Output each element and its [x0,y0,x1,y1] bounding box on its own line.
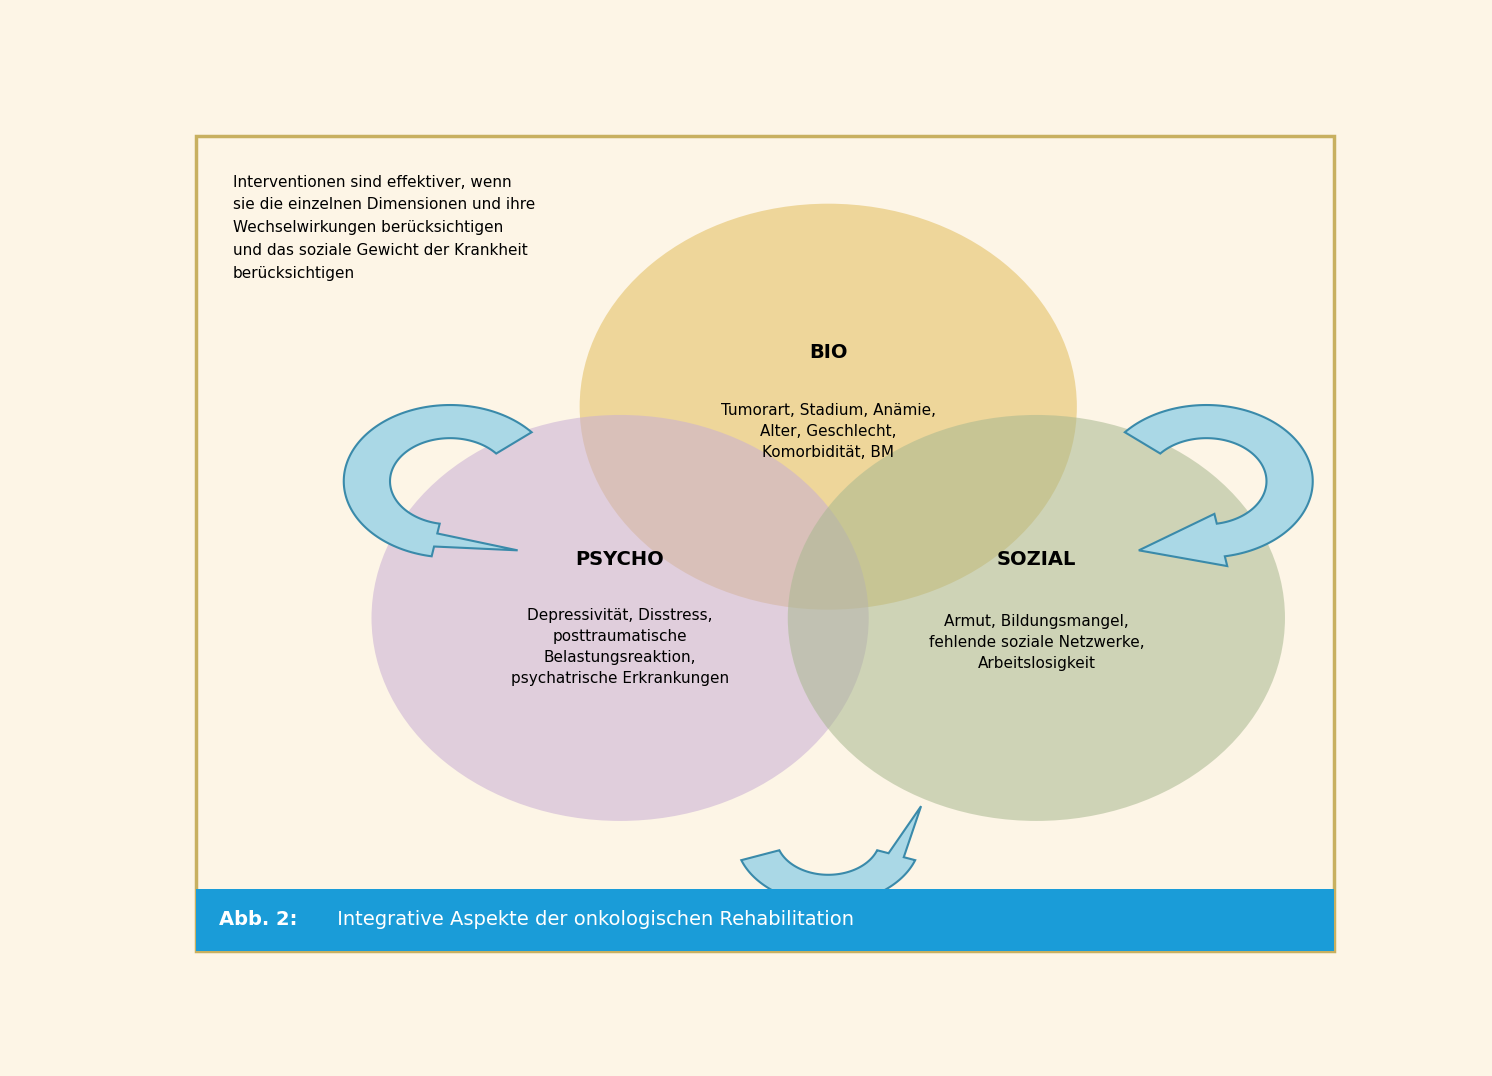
Ellipse shape [580,203,1077,610]
Text: Interventionen sind effektiver, wenn
sie die einzelnen Dimensionen und ihre
Wech: Interventionen sind effektiver, wenn sie… [233,174,536,281]
Polygon shape [1125,405,1313,566]
Text: Tumorart, Stadium, Anämie,
Alter, Geschlecht,
Komorbidität, BM: Tumorart, Stadium, Anämie, Alter, Geschl… [721,404,935,461]
Text: Integrative Aspekte der onkologischen Rehabilitation: Integrative Aspekte der onkologischen Re… [331,910,853,930]
Text: PSYCHO: PSYCHO [576,551,664,569]
Ellipse shape [372,415,868,821]
Ellipse shape [788,415,1285,821]
Polygon shape [742,806,921,904]
Text: Abb. 2:: Abb. 2: [219,910,297,930]
Polygon shape [343,405,531,556]
Text: BIO: BIO [809,343,847,363]
Text: SOZIAL: SOZIAL [997,551,1076,569]
Text: Armut, Bildungsmangel,
fehlende soziale Netzwerke,
Arbeitslosigkeit: Armut, Bildungsmangel, fehlende soziale … [928,614,1144,671]
Bar [195,889,1334,951]
Text: Depressivität, Disstress,
posttraumatische
Belastungsreaktion,
psychatrische Erk: Depressivität, Disstress, posttraumatisc… [512,608,730,685]
